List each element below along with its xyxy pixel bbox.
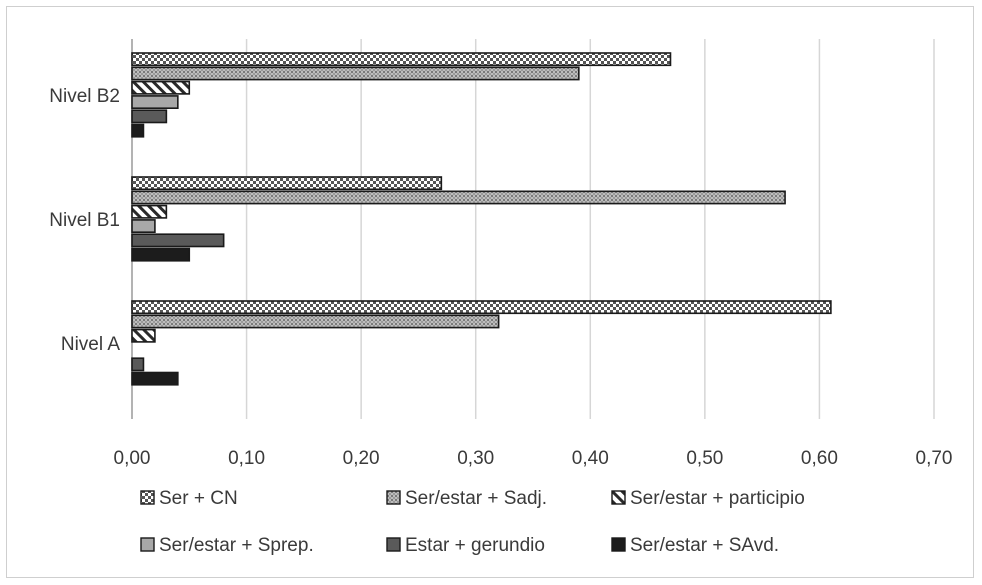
bar <box>131 52 672 67</box>
legend-label: Ser + CN <box>159 488 238 509</box>
legend-swatch <box>140 537 155 552</box>
legend-swatch <box>611 537 626 552</box>
bar <box>131 66 580 81</box>
x-tick-label: 0,00 <box>114 448 151 469</box>
legend-swatch <box>140 490 155 505</box>
legend-label: Ser/estar + SAvd. <box>630 535 779 556</box>
x-tick-label: 0,70 <box>916 448 953 469</box>
bar <box>131 371 179 386</box>
bar <box>131 247 191 262</box>
bar <box>131 357 145 372</box>
bar <box>131 109 168 124</box>
x-tick-label: 0,50 <box>686 448 723 469</box>
x-tick-label: 0,40 <box>572 448 609 469</box>
x-tick-label: 0,60 <box>801 448 838 469</box>
bar <box>131 204 168 219</box>
category-label: Nivel B1 <box>49 210 120 231</box>
category-label: Nivel A <box>61 334 120 355</box>
bar <box>131 233 225 248</box>
legend-swatch <box>386 537 401 552</box>
legend: Ser + CN Ser/estar + Sadj. Ser/estar + par… <box>140 488 805 556</box>
bar <box>131 219 156 233</box>
bar <box>131 176 443 191</box>
bar <box>131 328 156 343</box>
gridlines <box>245 39 935 419</box>
chart-frame: 0,00 0,10 0,20 0,30 0,40 0,50 0,60 0,70 Nivel B2… <box>6 6 974 578</box>
x-tick-label: 0,10 <box>228 448 265 469</box>
x-tick-label: 0,30 <box>457 448 494 469</box>
legend-label: Ser/estar + Sprep. <box>159 535 314 556</box>
legend-swatch <box>611 490 626 505</box>
x-tick-label: 0,20 <box>343 448 380 469</box>
bar <box>131 80 191 95</box>
bar <box>131 190 786 205</box>
legend-label: Ser/estar + Sadj. <box>405 488 547 509</box>
category-label: Nivel B2 <box>49 86 120 107</box>
bars <box>131 52 832 386</box>
legend-label: Ser/estar + participio <box>630 488 805 509</box>
labels: 0,00 0,10 0,20 0,30 0,40 0,50 0,60 0,70 Nivel B2… <box>49 86 952 469</box>
legend-label: Estar + gerundio <box>405 535 545 556</box>
bar <box>131 123 145 138</box>
bar <box>131 95 179 110</box>
legend-swatch <box>386 490 401 505</box>
bar-chart: 0,00 0,10 0,20 0,30 0,40 0,50 0,60 0,70 Nivel B2… <box>49 39 952 556</box>
bar <box>131 300 832 315</box>
bar <box>131 314 500 329</box>
